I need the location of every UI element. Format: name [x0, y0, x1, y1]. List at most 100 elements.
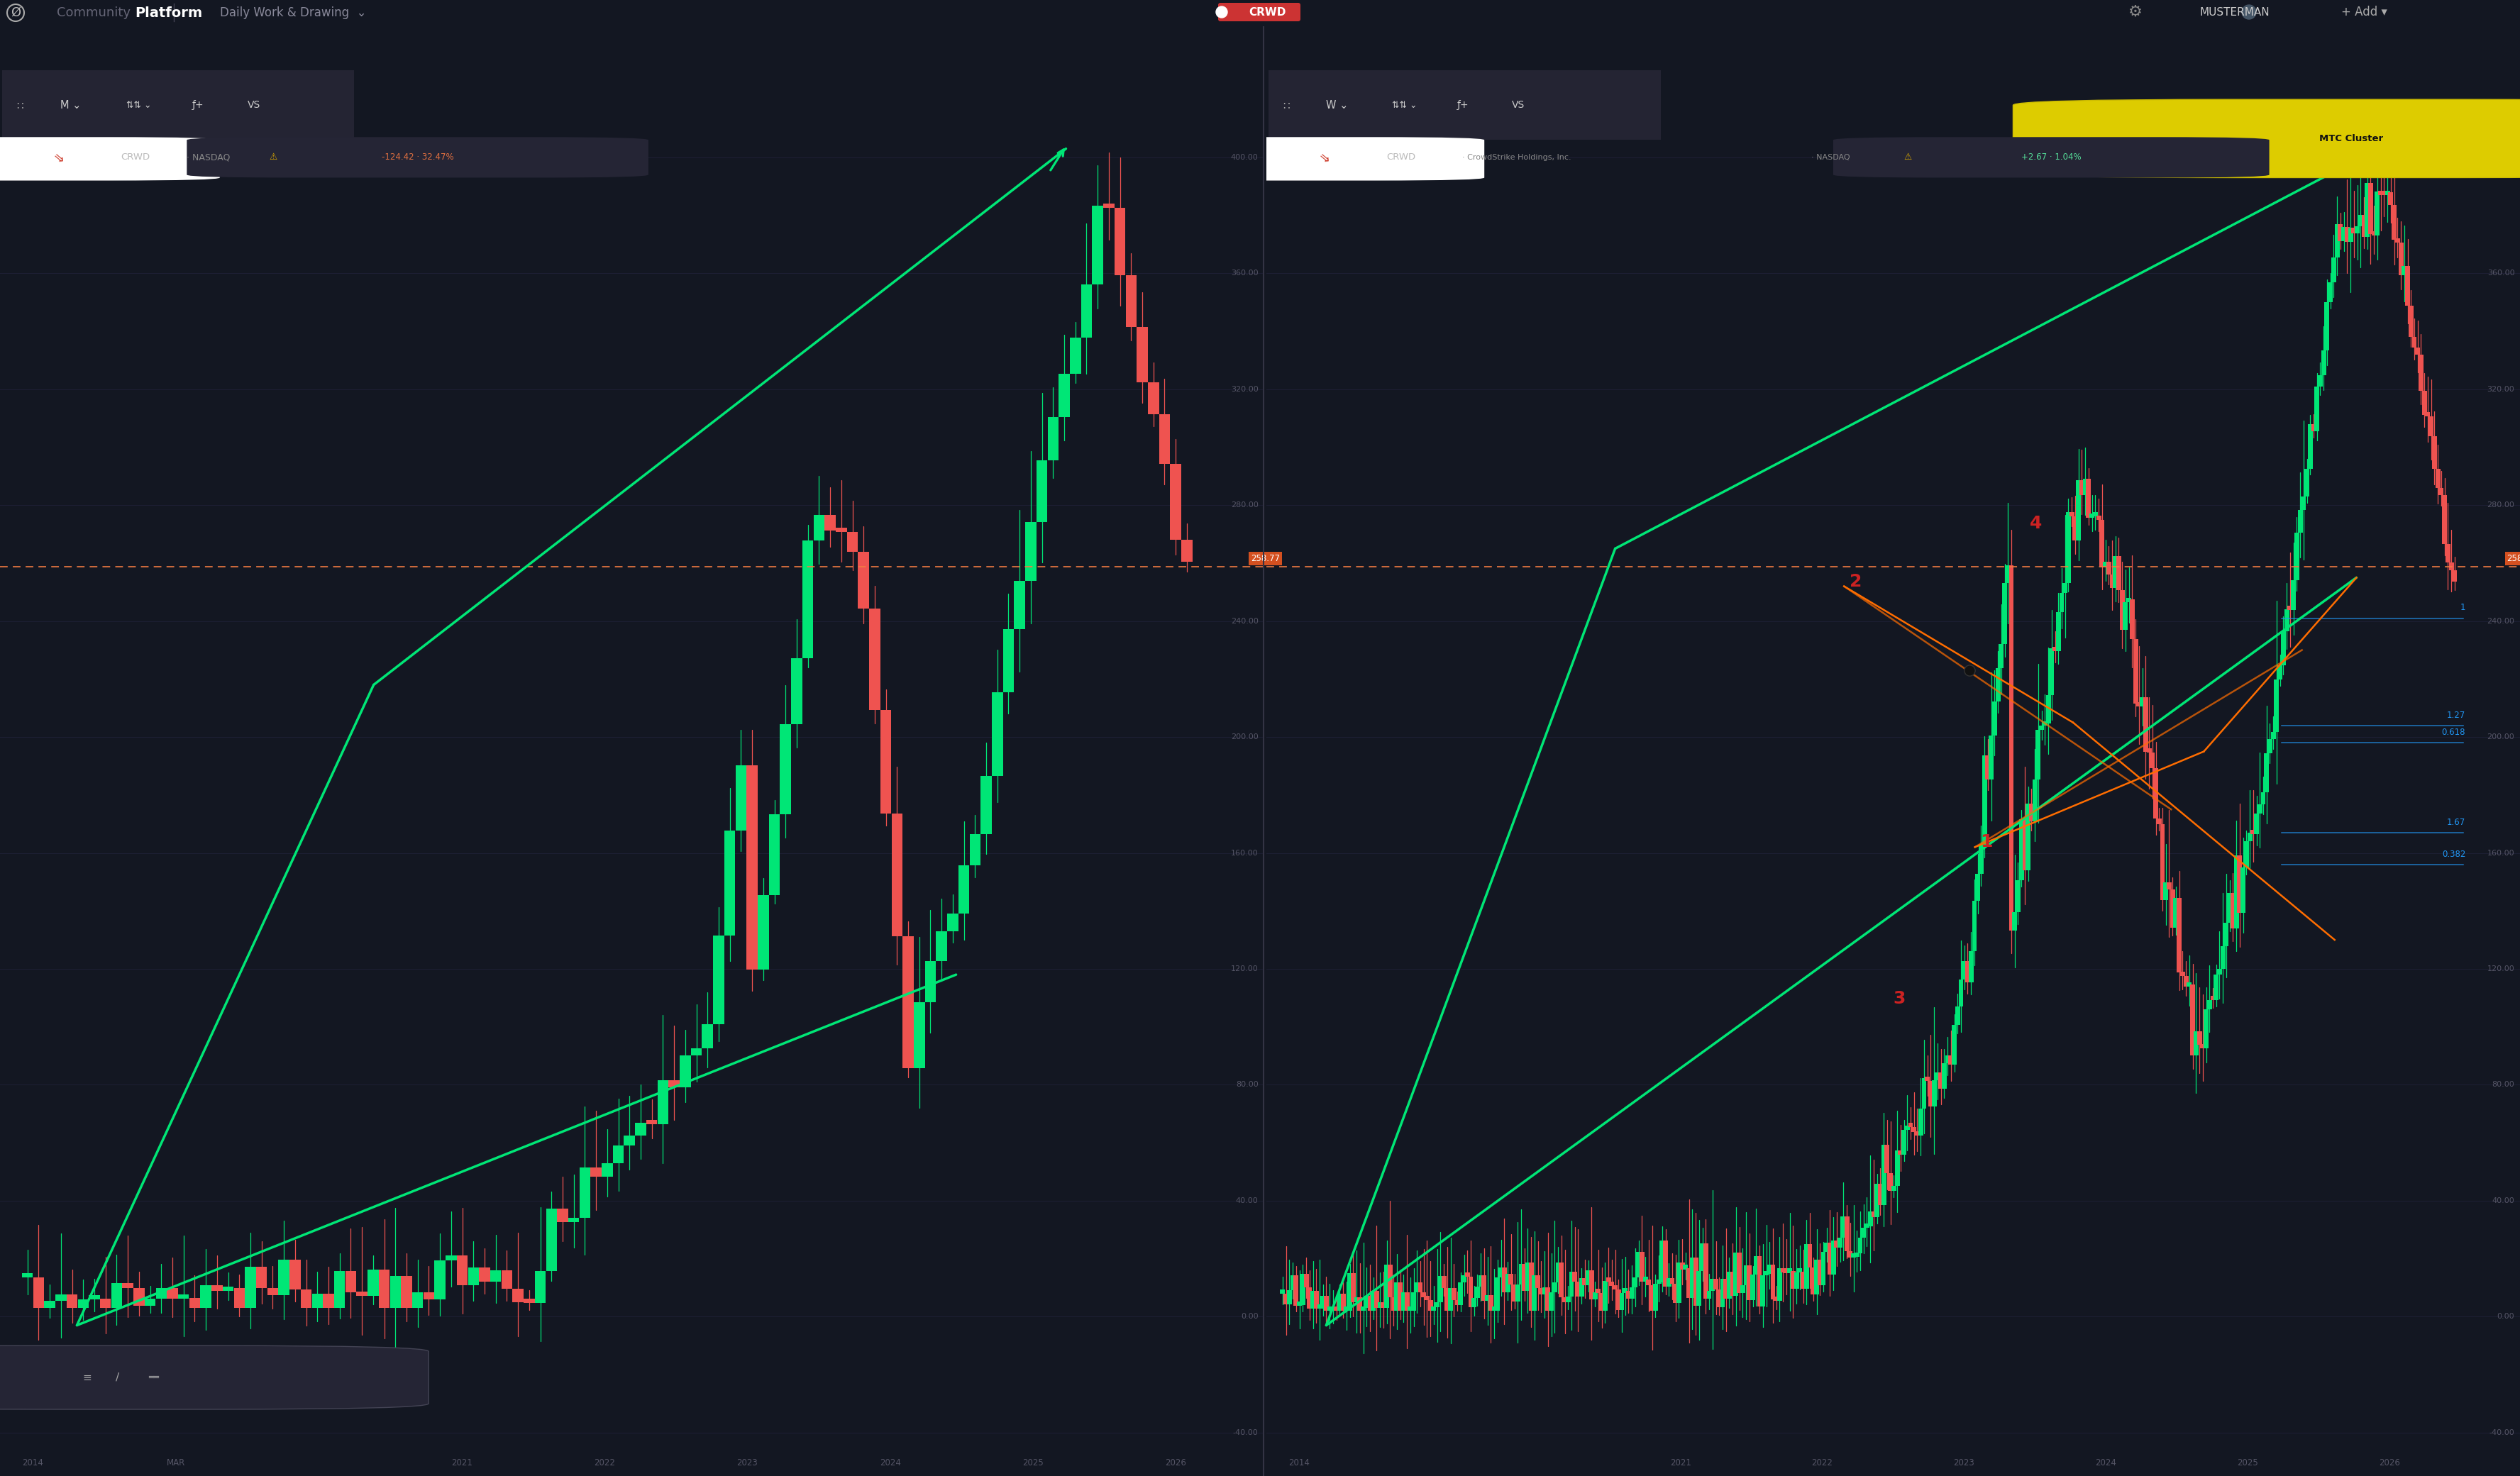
Bar [1605, 1277, 1610, 1281]
Bar [2049, 648, 2054, 695]
Bar [2230, 893, 2235, 928]
Text: 160.00: 160.00 [1230, 849, 1257, 856]
Text: ⇘: ⇘ [1310, 152, 1331, 165]
Bar [2253, 813, 2258, 834]
Text: 80.00: 80.00 [1235, 1082, 1257, 1088]
Bar [2399, 242, 2404, 276]
Bar [2051, 646, 2056, 651]
Text: VS: VS [1512, 100, 1525, 111]
Bar [1358, 1297, 1363, 1311]
Bar [1444, 1289, 1449, 1311]
Bar [2291, 580, 2296, 610]
Bar [2328, 282, 2334, 303]
Text: 2014: 2014 [1288, 1458, 1310, 1467]
Bar [1731, 1272, 1736, 1296]
Bar [2409, 306, 2414, 337]
Bar [2452, 570, 2457, 582]
Bar [1469, 1277, 1474, 1308]
Bar [2281, 632, 2286, 666]
Text: 0.382: 0.382 [2442, 850, 2465, 859]
Text: -40.00: -40.00 [2490, 1429, 2515, 1436]
Bar [2208, 1001, 2213, 1010]
Text: 2: 2 [1850, 573, 1862, 590]
Bar [1036, 461, 1048, 523]
Bar [1653, 1284, 1658, 1311]
Bar [2024, 819, 2026, 869]
Bar [1983, 756, 1986, 844]
Bar [1499, 1268, 1504, 1277]
Bar [1343, 1306, 1348, 1311]
Bar [1003, 629, 1013, 692]
Bar [2117, 556, 2122, 590]
Bar [1865, 1224, 1870, 1228]
Bar [1520, 1263, 1525, 1284]
Bar [580, 1168, 590, 1218]
Bar [1807, 1244, 1812, 1268]
Bar [902, 936, 915, 1069]
Bar [1623, 1289, 1628, 1293]
Bar [423, 1292, 433, 1299]
Bar [1663, 1240, 1668, 1287]
Text: 2023: 2023 [1953, 1458, 1976, 1467]
Bar [1918, 1108, 1923, 1135]
Bar [1651, 1286, 1656, 1311]
Bar [1804, 1244, 1809, 1289]
Bar [2228, 893, 2233, 922]
Text: 160.00: 160.00 [2487, 849, 2515, 856]
Bar [3, 71, 353, 140]
Bar [1756, 1256, 1761, 1306]
Bar [1676, 1262, 1681, 1303]
Bar [1686, 1268, 1691, 1297]
Bar [2016, 880, 2021, 912]
Bar [1535, 1275, 1540, 1289]
Bar [189, 1297, 199, 1308]
Text: 2025: 2025 [1023, 1458, 1043, 1467]
Bar [1923, 1077, 1925, 1108]
Bar [1525, 1263, 1530, 1292]
Bar [2190, 984, 2195, 1055]
Bar [1935, 1073, 1940, 1080]
Bar [1925, 1077, 1930, 1080]
Bar [1583, 1278, 1588, 1286]
Text: ∷: ∷ [18, 100, 23, 111]
Bar [1048, 418, 1058, 461]
Bar [1822, 1252, 1827, 1286]
Text: 258.77: 258.77 [1250, 554, 1280, 564]
Bar [1943, 1063, 1945, 1089]
Bar [2364, 183, 2369, 236]
Text: 240.00: 240.00 [2487, 617, 2515, 624]
Bar [713, 936, 723, 1024]
Bar [1585, 1271, 1590, 1286]
Text: 2022: 2022 [1812, 1458, 1832, 1467]
Bar [892, 813, 902, 936]
Text: +2.67 · 1.04%: +2.67 · 1.04% [2021, 152, 2082, 162]
Bar [1968, 951, 1973, 982]
Bar [446, 1256, 456, 1261]
Bar [2379, 190, 2384, 195]
Bar [2160, 824, 2165, 900]
Text: ⇅⇅ ⌄: ⇅⇅ ⌄ [126, 100, 151, 109]
Bar [2341, 227, 2346, 242]
Bar [1575, 1283, 1580, 1297]
Bar [1459, 1283, 1464, 1305]
Bar [1764, 1271, 1769, 1275]
Bar [1353, 1297, 1358, 1302]
Bar [1646, 1280, 1651, 1286]
Text: ∕: ∕ [116, 1373, 118, 1383]
Text: 2024: 2024 [2094, 1458, 2117, 1467]
Bar [491, 1271, 501, 1281]
FancyBboxPatch shape [0, 1346, 428, 1410]
Bar [2071, 517, 2076, 540]
Bar [1452, 1289, 1457, 1300]
Bar [2172, 899, 2177, 927]
Bar [1774, 1296, 1779, 1300]
Bar [2223, 922, 2228, 946]
Bar [859, 552, 869, 608]
Bar [2374, 192, 2379, 235]
Bar [1482, 1275, 1487, 1300]
FancyBboxPatch shape [1832, 137, 2268, 177]
Bar [1310, 1292, 1315, 1309]
Bar [759, 894, 769, 970]
Bar [1683, 1265, 1688, 1269]
Bar [1489, 1296, 1494, 1311]
